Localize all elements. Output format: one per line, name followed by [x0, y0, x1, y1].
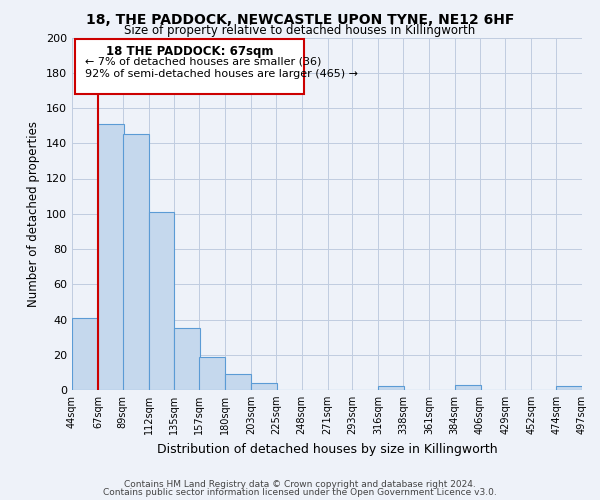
Bar: [72, 318, 98, 390]
Bar: [98, 124, 124, 390]
Text: ← 7% of detached houses are smaller (36): ← 7% of detached houses are smaller (36): [85, 57, 321, 67]
FancyBboxPatch shape: [74, 40, 304, 94]
Bar: [149, 212, 175, 390]
Text: 92% of semi-detached houses are larger (465) →: 92% of semi-detached houses are larger (…: [85, 68, 358, 78]
Bar: [175, 328, 200, 390]
Text: Contains public sector information licensed under the Open Government Licence v3: Contains public sector information licen…: [103, 488, 497, 497]
X-axis label: Distribution of detached houses by size in Killingworth: Distribution of detached houses by size …: [157, 442, 497, 456]
Text: Size of property relative to detached houses in Killingworth: Size of property relative to detached ho…: [124, 24, 476, 37]
Text: Contains HM Land Registry data © Crown copyright and database right 2024.: Contains HM Land Registry data © Crown c…: [124, 480, 476, 489]
Bar: [122, 134, 149, 390]
Bar: [251, 383, 277, 390]
Bar: [455, 384, 481, 390]
Y-axis label: Number of detached properties: Number of detached properties: [28, 120, 40, 306]
Bar: [225, 374, 251, 390]
Text: 18 THE PADDOCK: 67sqm: 18 THE PADDOCK: 67sqm: [106, 46, 273, 59]
Bar: [556, 386, 582, 390]
Text: 18, THE PADDOCK, NEWCASTLE UPON TYNE, NE12 6HF: 18, THE PADDOCK, NEWCASTLE UPON TYNE, NE…: [86, 12, 514, 26]
Bar: [199, 356, 225, 390]
Bar: [378, 386, 404, 390]
